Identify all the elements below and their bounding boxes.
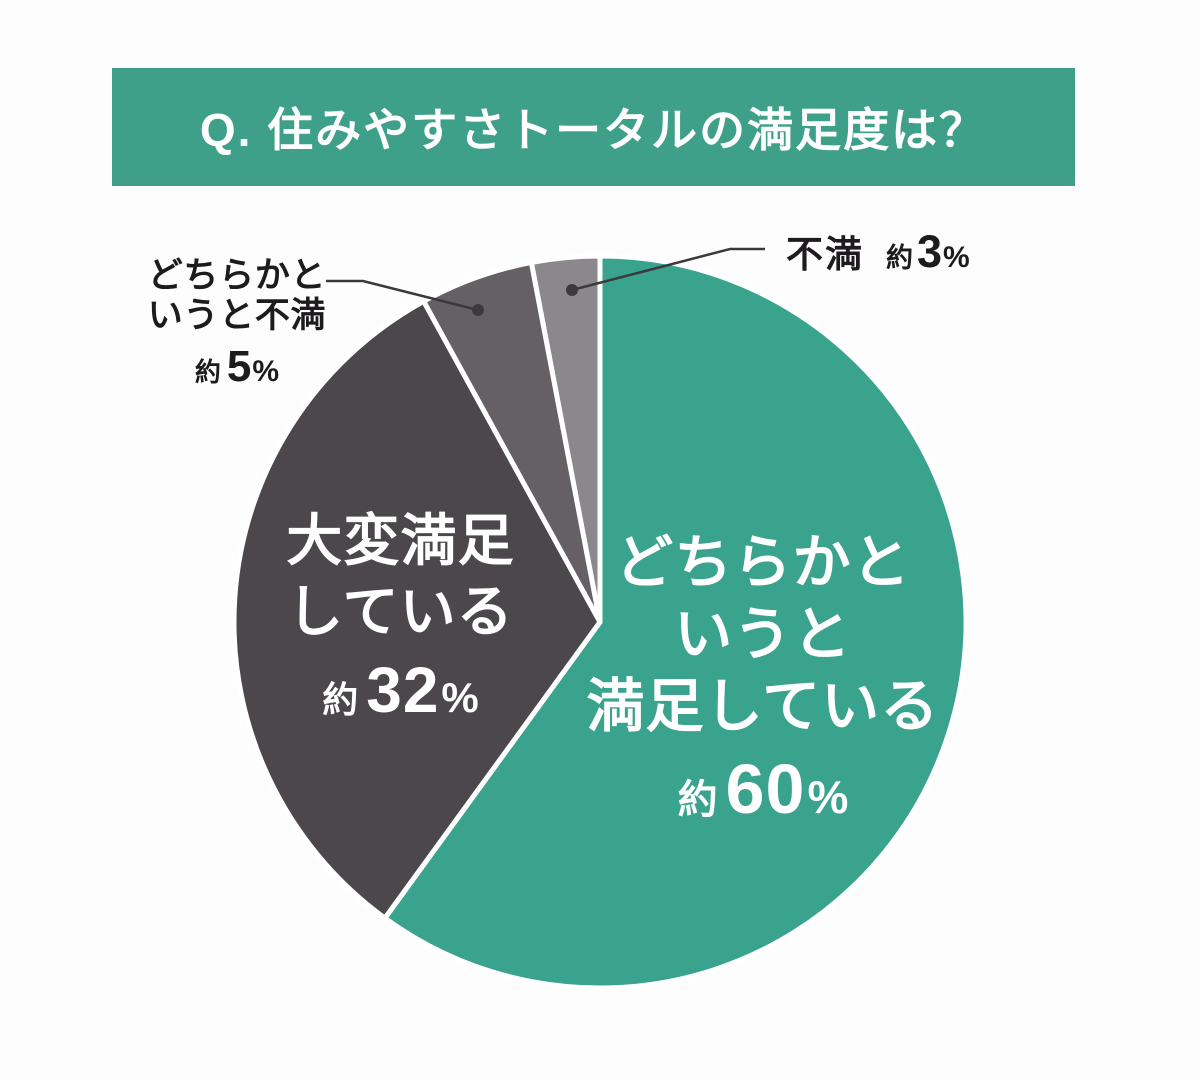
- percent-value: 60: [725, 750, 806, 828]
- percent-sign: %: [441, 674, 479, 721]
- slice-label-dissatisfied: 不満 約 3 %: [786, 224, 970, 278]
- slice-label-line: 大変満足: [286, 509, 515, 572]
- question-banner: Q. 住みやすさトータルの満足度は？: [112, 68, 1075, 186]
- percent-value: 32: [366, 654, 440, 726]
- slice-label-line: している: [287, 580, 514, 643]
- slice-label-line: どちらかと: [615, 530, 911, 595]
- percent-sign: %: [943, 241, 970, 274]
- slice-label-line: いうと不満: [147, 296, 327, 335]
- percent-sign: %: [252, 355, 280, 388]
- percent-value: 5: [226, 342, 252, 391]
- slice-label-line: 満足している: [586, 674, 940, 739]
- question-title: Q. 住みやすさトータルの満足度は？: [199, 104, 988, 156]
- percent-value: 3: [917, 226, 943, 277]
- approx-prefix: 約: [886, 243, 913, 273]
- slice-percent: 約 60 %: [558, 749, 968, 829]
- approx-prefix: 約: [677, 778, 718, 822]
- approx-prefix: 約: [194, 357, 221, 387]
- slice-label-very-satisfied: 大変満足 している 約 32 %: [213, 505, 588, 727]
- leader-dot-somewhat-dissatisfied: [472, 304, 484, 316]
- slice-label-line: 不満: [786, 234, 864, 275]
- percent-sign: %: [807, 771, 849, 823]
- slice-label-line: いうと: [674, 602, 852, 667]
- pie-slice-very-satisfied: [231, 298, 603, 921]
- pie-slice-dissatisfied: [528, 253, 603, 625]
- slice-label-somewhat-dissatisfied: どちらかと いうと不満 約 5 %: [147, 256, 327, 392]
- leader-dot-dissatisfied: [566, 284, 578, 296]
- slice-label-somewhat-satisfied: どちらかと いうと 満足している 約 60 %: [558, 527, 968, 829]
- pie-slice-somewhat-satisfied: [382, 253, 969, 991]
- slice-label-line: どちらかと: [147, 256, 327, 295]
- leader-line-dissatisfied: [571, 247, 765, 292]
- slice-percent: 約 32 %: [213, 653, 588, 727]
- leader-line-somewhat-dissatisfied: [326, 279, 479, 312]
- pie-slices-group: [231, 253, 969, 991]
- approx-prefix: 約: [322, 679, 359, 720]
- slice-percent: 約 5 %: [147, 342, 327, 392]
